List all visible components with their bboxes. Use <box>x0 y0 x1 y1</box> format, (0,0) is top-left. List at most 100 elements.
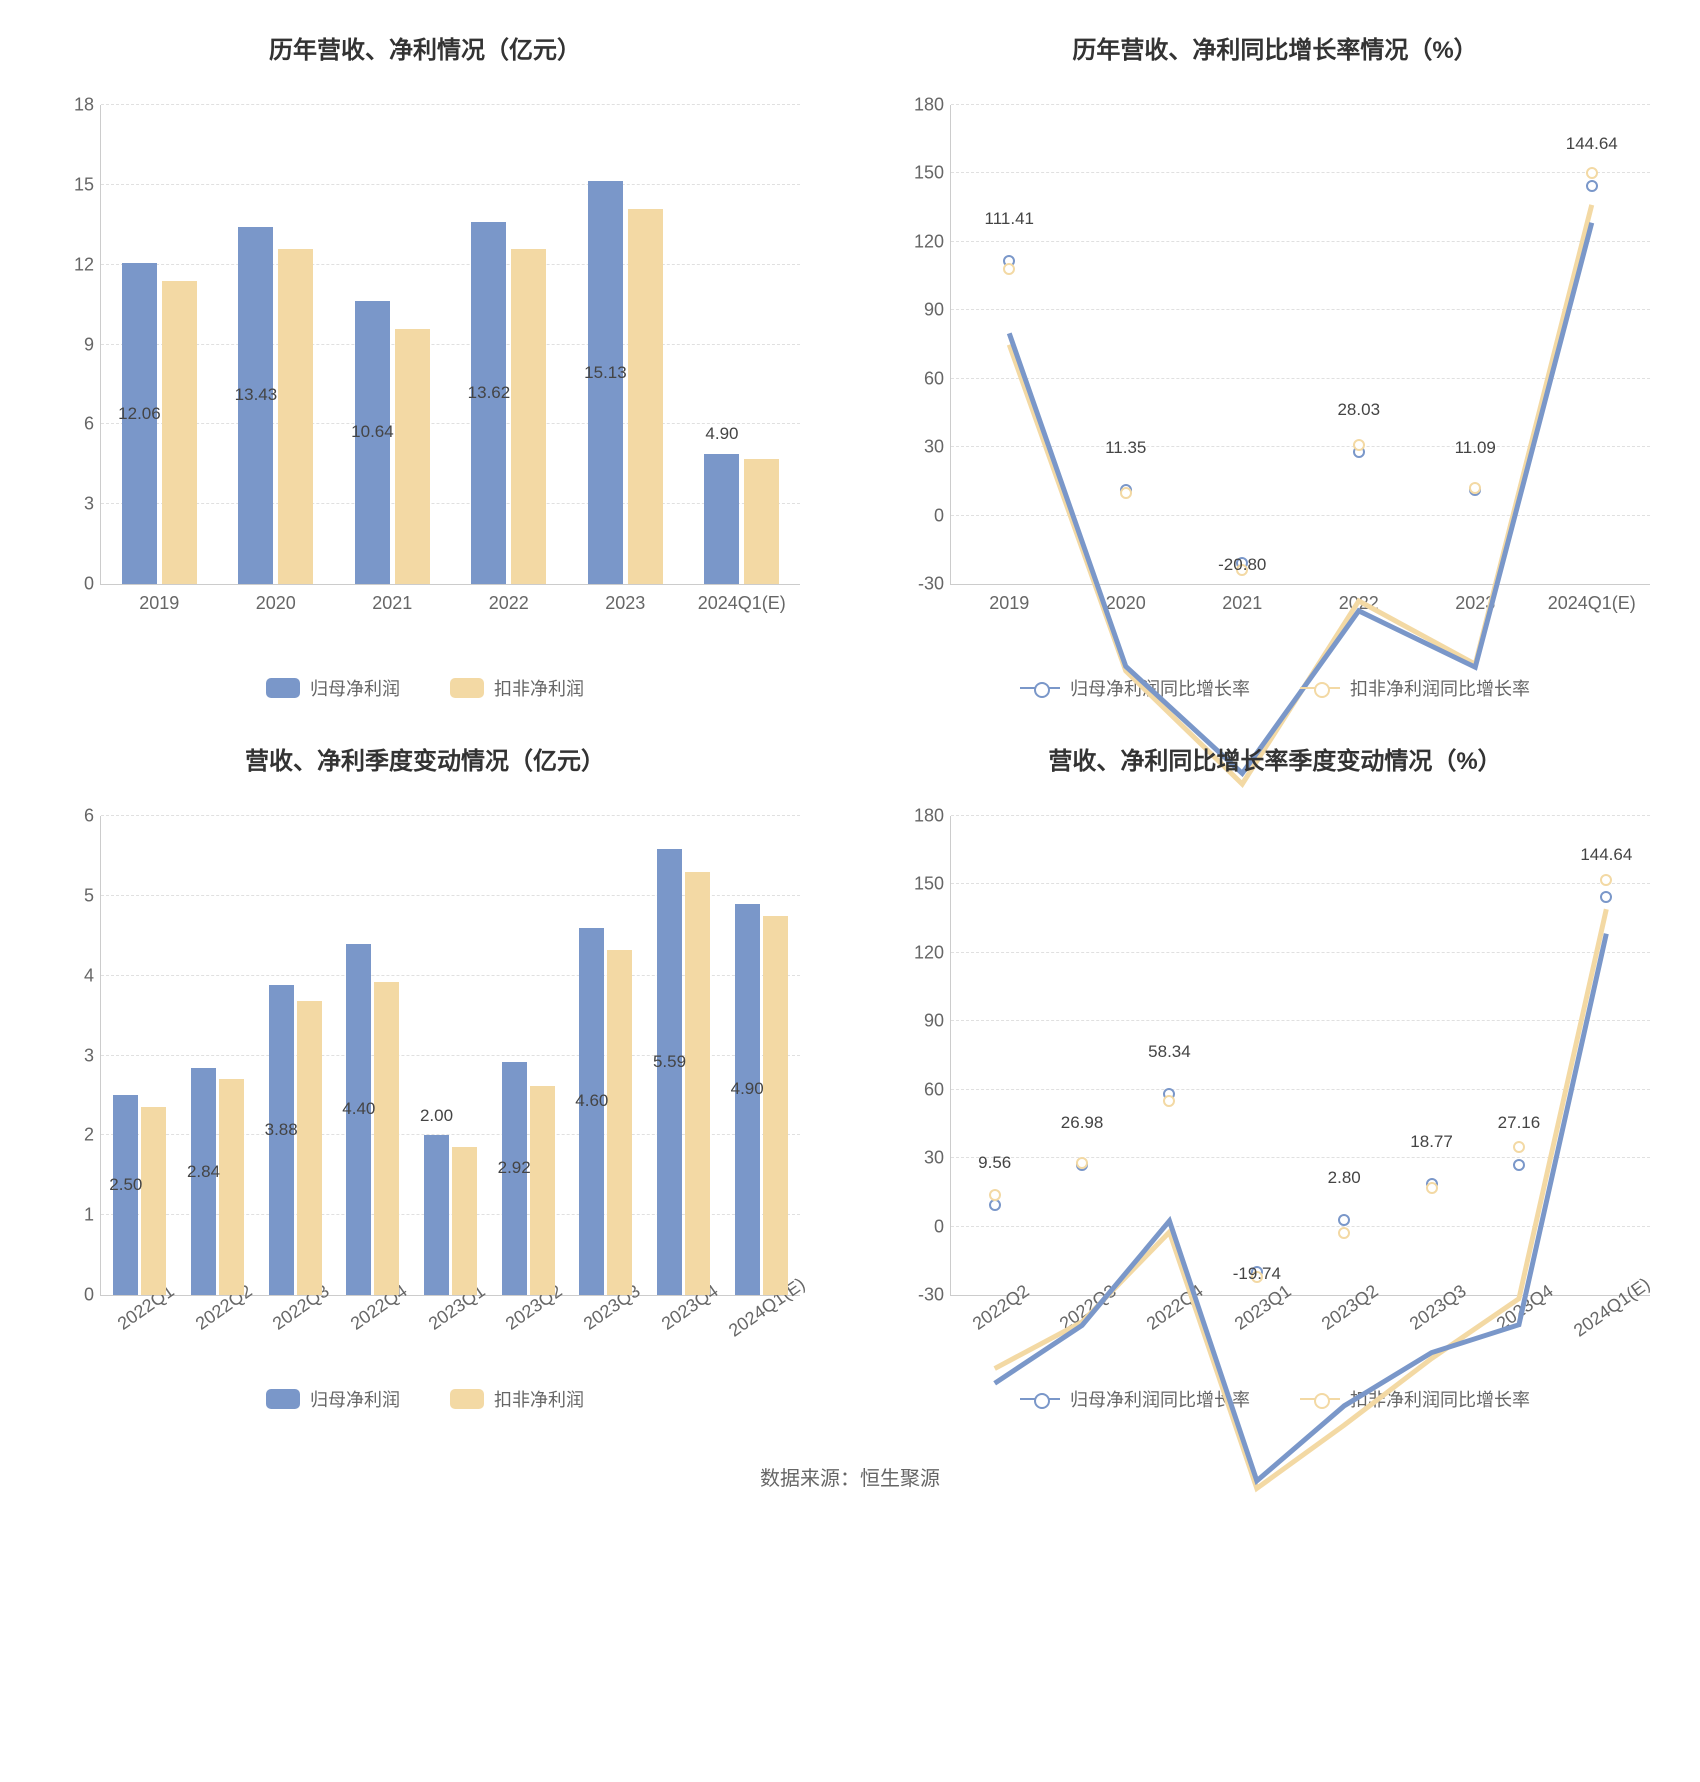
y-axis-label: 180 <box>896 95 944 116</box>
bar <box>744 459 779 584</box>
legend-swatch-bar <box>450 1389 484 1409</box>
legend: 归母净利润 扣非净利润 <box>30 675 820 701</box>
y-axis-label: 120 <box>896 231 944 252</box>
y-axis-label: 30 <box>896 437 944 458</box>
bar-value-label: 2.00 <box>420 1106 453 1126</box>
bar-value-label: 13.43 <box>235 385 278 405</box>
line-marker <box>1426 1182 1438 1194</box>
plot-area: 01234562022Q12022Q22022Q32022Q42023Q1202… <box>100 816 800 1296</box>
bar-value-label: 2.84 <box>187 1162 220 1182</box>
y-axis-label: 15 <box>46 174 94 195</box>
y-axis-label: 6 <box>46 414 94 435</box>
bar <box>162 281 197 584</box>
bar-value-label: 2.50 <box>109 1175 142 1195</box>
bar <box>471 222 506 584</box>
chart-body: -300306090120150180201920202021202220232… <box>880 85 1670 645</box>
y-axis-label: 9 <box>46 334 94 355</box>
y-axis-label: 0 <box>896 1216 944 1237</box>
y-axis-label: 90 <box>896 300 944 321</box>
panel-bottom-left: 营收、净利季度变动情况（亿元） 01234562022Q12022Q22022Q… <box>30 741 820 1412</box>
bar <box>763 916 788 1295</box>
legend-item: 扣非净利润 <box>450 675 584 701</box>
bar-value-label: 13.62 <box>468 383 511 403</box>
bar <box>530 1086 555 1295</box>
line-marker <box>1120 487 1132 499</box>
x-axis-label: 2022 <box>489 593 529 614</box>
y-axis-label: 2 <box>46 1125 94 1146</box>
bar-value-label: 3.88 <box>265 1120 298 1140</box>
legend-swatch-line <box>1300 1389 1340 1409</box>
legend-swatch-line <box>1020 678 1060 698</box>
legend-label: 扣非净利润 <box>494 1386 584 1412</box>
bar <box>628 209 663 584</box>
point-value-label: 18.77 <box>1410 1132 1453 1152</box>
legend: 归母净利润 扣非净利润 <box>30 1386 820 1412</box>
point-value-label: 11.35 <box>1105 438 1146 458</box>
legend-item: 归母净利润 <box>266 1386 400 1412</box>
plot-area: 0369121518201920202021202220232024Q1(E)1… <box>100 105 800 585</box>
chart-body: 01234562022Q12022Q22022Q32022Q42023Q1202… <box>30 796 820 1356</box>
legend-label: 归母净利润 <box>310 675 400 701</box>
bar-value-label: 10.64 <box>351 422 394 442</box>
plot-area: -300306090120150180201920202021202220232… <box>950 105 1650 585</box>
point-value-label: 27.16 <box>1498 1113 1541 1133</box>
bar <box>191 1068 216 1295</box>
bar <box>219 1079 244 1295</box>
bar <box>588 181 623 584</box>
y-axis-label: 4 <box>46 965 94 986</box>
y-axis-label: 90 <box>896 1011 944 1032</box>
y-axis-label: 12 <box>46 254 94 275</box>
line-marker <box>989 1189 1001 1201</box>
line-marker <box>1353 439 1365 451</box>
bar-value-label: 4.60 <box>575 1091 608 1111</box>
y-axis-label: 3 <box>46 1045 94 1066</box>
line-marker <box>1513 1159 1525 1171</box>
bar-value-label: 4.90 <box>731 1079 764 1099</box>
bar-value-label: 2.92 <box>498 1158 531 1178</box>
bar-value-label: 4.90 <box>705 424 738 444</box>
gridline <box>101 264 800 265</box>
legend-item: 归母净利润 <box>266 675 400 701</box>
point-value-label: 28.03 <box>1337 400 1380 420</box>
panel-bottom-right: 营收、净利同比增长率季度变动情况（%） -3003060901201501802… <box>880 741 1670 1412</box>
bar <box>297 1001 322 1295</box>
x-axis-label: 2024Q1(E) <box>698 593 786 614</box>
y-axis-label: 180 <box>896 806 944 827</box>
point-value-label: 2.80 <box>1328 1168 1361 1188</box>
y-axis-label: 0 <box>46 1285 94 1306</box>
legend-swatch-bar <box>450 678 484 698</box>
chart-body: -3003060901201501802022Q22022Q32022Q4202… <box>880 796 1670 1356</box>
line-marker <box>1076 1157 1088 1169</box>
bar <box>452 1147 477 1295</box>
y-axis-label: 30 <box>896 1148 944 1169</box>
point-value-label: 144.64 <box>1566 134 1618 154</box>
y-axis-label: 60 <box>896 1079 944 1100</box>
x-axis-label: 2021 <box>372 593 412 614</box>
y-axis-label: 6 <box>46 806 94 827</box>
legend-item: 扣非净利润 <box>450 1386 584 1412</box>
x-axis-label: 2019 <box>139 593 179 614</box>
y-axis-label: 3 <box>46 494 94 515</box>
bar-value-label: 12.06 <box>118 404 161 424</box>
bar <box>607 950 632 1295</box>
y-axis-label: 18 <box>46 95 94 116</box>
bar <box>704 454 739 584</box>
bar <box>238 227 273 584</box>
legend-swatch-line <box>1020 1389 1060 1409</box>
bar <box>685 872 710 1295</box>
bar <box>424 1135 449 1295</box>
y-axis-label: 150 <box>896 163 944 184</box>
gridline <box>101 344 800 345</box>
gridline <box>101 184 800 185</box>
x-axis-label: 2020 <box>256 593 296 614</box>
bar <box>511 249 546 584</box>
y-axis-label: 0 <box>896 505 944 526</box>
legend-swatch-bar <box>266 1389 300 1409</box>
chart-title: 营收、净利季度变动情况（亿元） <box>30 741 820 776</box>
bar <box>374 982 399 1295</box>
line-marker <box>1513 1141 1525 1153</box>
bar <box>269 985 294 1295</box>
point-value-label: 26.98 <box>1061 1113 1104 1133</box>
y-axis-label: 120 <box>896 942 944 963</box>
bar <box>579 928 604 1295</box>
